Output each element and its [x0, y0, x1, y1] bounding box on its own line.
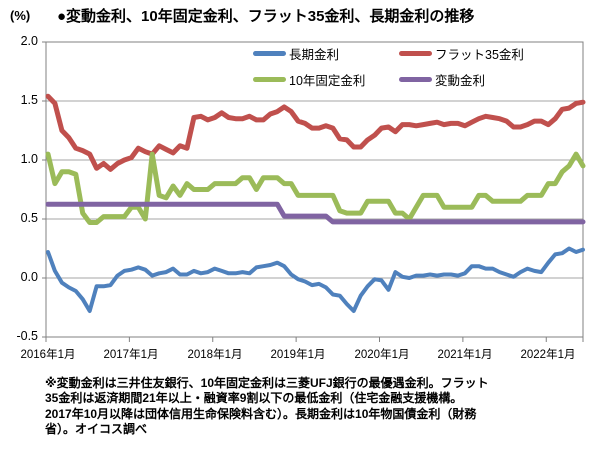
- line-chart: [42, 41, 586, 342]
- footnote: ※変動金利は三井住友銀行、10年固定金利は三菱UFJ銀行の最優遇金利。フラット …: [45, 376, 565, 438]
- y-tick-label: 0.0: [20, 270, 38, 284]
- blue-line-swatch-icon: [253, 51, 286, 56]
- chart-title: ●変動金利、10年固定金利、フラット35金利、長期金利の推移: [57, 8, 475, 25]
- red-line-swatch-icon: [399, 51, 432, 56]
- x-tick-label: 2016年1月: [20, 349, 76, 361]
- y-tick-label: 2.0: [20, 34, 38, 48]
- footnote-line: ※変動金利は三井住友銀行、10年固定金利は三菱UFJ銀行の最優遇金利。フラット: [45, 376, 489, 390]
- y-axis-unit-label: (%): [10, 8, 31, 23]
- y-tick-label: 0.5: [20, 211, 38, 225]
- legend-label: 長期金利: [289, 48, 340, 62]
- y-tick-label: -0.5: [16, 329, 38, 343]
- green-line-swatch-icon: [253, 77, 286, 82]
- y-tick-label: 1.0: [20, 152, 38, 166]
- x-tick-label: 2018年1月: [187, 349, 243, 361]
- x-tick-label: 2017年1月: [103, 349, 159, 361]
- footnote-line: 省）。オイコス調べ: [45, 422, 148, 437]
- x-tick-label: 2019年1月: [270, 349, 326, 361]
- footnote-line: 35金利は返済期間21年以上・融資率9割以下の最低金利（住宅金融支援機構。: [45, 391, 463, 406]
- y-tick-label: 1.5: [20, 93, 38, 107]
- x-tick-label: 2021年1月: [437, 349, 493, 361]
- legend-label: フラット35金利: [435, 48, 524, 62]
- legend-item-flat35-kinri: フラット35金利: [399, 46, 524, 62]
- legend-item-hendou-kinri: 変動金利: [399, 72, 486, 88]
- x-tick-label: 2020年1月: [354, 349, 410, 361]
- series-line-長期金利: [46, 246, 585, 313]
- series-line-変動金利: [45, 201, 586, 225]
- x-tick-label: 2022年1月: [520, 349, 576, 361]
- series-line-10年固定金利: [45, 151, 586, 225]
- legend-item-10nen-kotei-kinri: 10年固定金利: [253, 72, 366, 88]
- legend-item-chouki-kinri: 長期金利: [253, 46, 340, 62]
- legend-label: 変動金利: [435, 74, 486, 88]
- series-line-フラット35金利: [45, 93, 586, 172]
- footnote-line: 2017年10月以降は団体信用生命保険料含む）。長期金利は10年物国債金利（財務: [45, 406, 477, 421]
- purple-line-swatch-icon: [399, 77, 432, 82]
- legend-label: 10年固定金利: [289, 74, 366, 88]
